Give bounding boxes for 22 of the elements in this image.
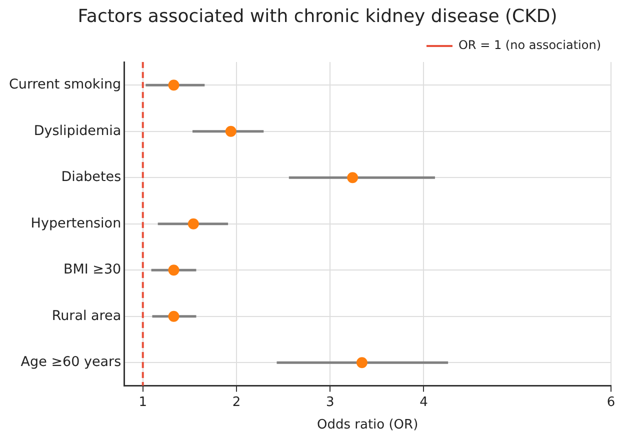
y-tick-label: BMI ≥30 <box>63 262 122 278</box>
y-tick-label: Hypertension <box>30 215 122 232</box>
x-tick-label: 1 <box>138 394 147 410</box>
point <box>168 264 180 276</box>
point <box>225 126 236 137</box>
y-tick-label: Age ≥60 years <box>20 354 122 370</box>
point <box>168 80 180 91</box>
x-tick-label: 3 <box>326 394 334 410</box>
legend-label: OR = 1 (no association) <box>458 38 602 52</box>
x-tick-label: 6 <box>606 394 616 410</box>
chart-title: Factors associated with chronic kidney disease (CKD) <box>76 6 558 27</box>
point <box>168 310 180 322</box>
y-tick-label: Rural area <box>52 308 122 324</box>
point <box>188 218 199 230</box>
x-tick-label: 4 <box>420 394 428 410</box>
point <box>347 172 358 184</box>
y-tick-label: Dyslipidemia <box>34 122 122 139</box>
point <box>356 357 368 368</box>
x-axis-title: Odds ratio (OR) <box>316 418 418 433</box>
y-tick-label: Current smoking <box>8 76 122 93</box>
y-tick-label: Diabetes <box>61 169 122 186</box>
x-tick-label: 2 <box>232 394 241 410</box>
